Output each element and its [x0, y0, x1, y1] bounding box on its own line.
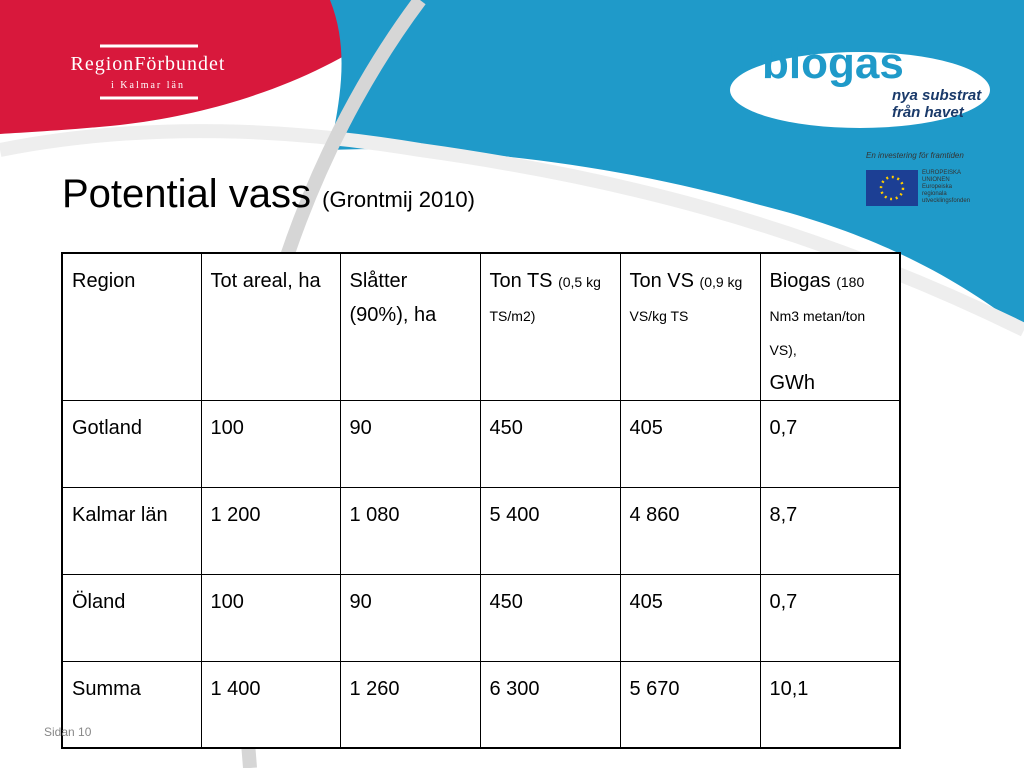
table-cell: Öland	[61, 574, 202, 662]
header-cell: Tot areal, ha	[200, 252, 341, 401]
eu-text: utvecklingsfonden	[922, 198, 970, 204]
eu-flag	[866, 170, 918, 206]
subtitle: (Grontmij 2010)	[322, 187, 475, 212]
table-cell: 90	[339, 400, 481, 488]
white-curve	[0, 124, 1024, 337]
header-cell: Region	[61, 252, 202, 401]
header-text: GWh	[769, 372, 816, 394]
header-note: (180 Nm3 metan/ton VS),	[769, 274, 866, 358]
table-cell: 100	[200, 400, 341, 488]
header-note: (0,9 kg VS/kg TS	[629, 274, 743, 324]
table-cell: 8,7	[759, 487, 901, 575]
table-cell: 405	[619, 400, 761, 488]
eu-slogan: En investering för framtiden	[866, 151, 964, 160]
table-cell: 5 400	[479, 487, 621, 575]
table-cell: Kalmar län	[61, 487, 202, 575]
table-cell: 1 260	[339, 661, 481, 748]
header-cell: Ton TS (0,5 kg TS/m2)	[479, 252, 621, 401]
header-row: Region Tot areal, ha Slåtter (90%), ha Ton …	[61, 252, 901, 401]
eu-text: EUROPEISKA	[922, 170, 961, 176]
table: Region Tot areal, ha Slåtter (90%), ha Ton …	[61, 252, 901, 749]
org-name: RegionFörbundet	[71, 53, 226, 75]
table-cell: 0,7	[759, 574, 901, 662]
table-cell: 90	[339, 574, 481, 662]
header-text: Ton VS	[629, 270, 694, 292]
header-text: Slåtter (90%), ha	[349, 270, 437, 326]
page-number: Sidan 10	[44, 725, 92, 739]
eu-text: regionala	[922, 191, 947, 197]
eu-text: Europeiska	[922, 184, 953, 190]
header-text: Region	[72, 270, 136, 292]
table-cell: 100	[200, 574, 341, 662]
table-cell: 10,1	[759, 661, 901, 748]
header-cell: Biogas (180 Nm3 metan/ton VS), GWh	[759, 252, 901, 401]
org-sub: i Kalmar län	[111, 80, 185, 91]
brand-badge	[730, 52, 990, 128]
table-row: Gotland 100 90 450 405 0,7	[61, 400, 901, 488]
table-cell: 450	[479, 574, 621, 662]
table-cell: Gotland	[61, 400, 202, 488]
table-row: Summa 1 400 1 260 6 300 5 670 10,1	[61, 661, 901, 748]
table-cell: 1 080	[339, 487, 481, 575]
brand-tagline: från havet	[892, 104, 965, 121]
header-cell: Slåtter (90%), ha	[339, 252, 481, 401]
table-cell: 450	[479, 400, 621, 488]
eu-text: UNIONEN	[922, 177, 950, 183]
table-cell: 5 670	[619, 661, 761, 748]
table-cell: 6 300	[479, 661, 621, 748]
brand-tagline: nya substrat	[892, 87, 982, 104]
table-cell: 405	[619, 574, 761, 662]
table-cell: 4 860	[619, 487, 761, 575]
header-text: Biogas	[769, 270, 831, 292]
header-text: Ton TS	[489, 270, 553, 292]
header-text: Tot areal, ha	[210, 270, 321, 292]
eu-stars	[879, 175, 905, 201]
header-cell: Ton VS (0,9 kg VS/kg TS	[619, 252, 761, 401]
header-note: (0,5 kg TS/m2)	[489, 274, 601, 324]
brand: biogas	[762, 39, 904, 88]
table-cell: 1 400	[200, 661, 341, 748]
table-cell: Summa	[61, 661, 202, 748]
table-cell: 0,7	[759, 400, 901, 488]
title-text: Potential vass	[62, 172, 312, 216]
red-band	[0, 0, 420, 134]
table-row: Öland 100 90 450 405 0,7	[61, 574, 901, 662]
table-cell: 1 200	[200, 487, 341, 575]
table-row: Kalmar län 1 200 1 080 5 400 4 860 8,7	[61, 487, 901, 575]
table-body: Region Tot areal, ha Slåtter (90%), ha Ton …	[61, 252, 901, 748]
title: Potential vass (Grontmij 2010)	[62, 172, 475, 217]
